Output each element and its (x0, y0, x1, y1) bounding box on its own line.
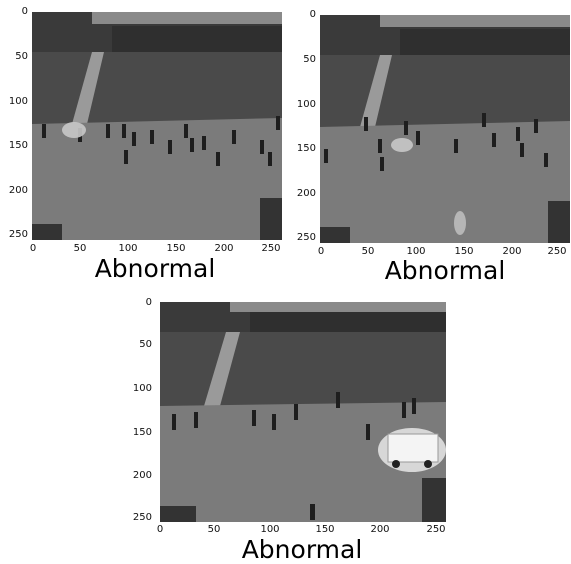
x-tick: 200 (214, 243, 234, 254)
y-tick: 150 (8, 140, 28, 151)
y-tick: 150 (296, 143, 316, 154)
x-tick: 50 (361, 246, 375, 257)
y-tick: 250 (296, 232, 316, 243)
x-tick: 150 (166, 243, 186, 254)
surveillance-frame-2 (320, 15, 570, 243)
y-tick: 100 (132, 383, 152, 394)
y-tick: 250 (8, 229, 28, 240)
x-tick: 200 (502, 246, 522, 257)
panel-caption: Abnormal (384, 256, 506, 285)
x-tick: 0 (156, 524, 164, 535)
y-tick: 50 (15, 51, 28, 62)
y-tick: 200 (296, 188, 316, 199)
x-tick: 150 (454, 246, 474, 257)
x-tick: 50 (207, 524, 221, 535)
surveillance-frame-3 (160, 302, 446, 522)
y-tick: 100 (8, 96, 28, 107)
panel-caption: Abnormal (241, 535, 363, 564)
x-tick: 100 (406, 246, 426, 257)
x-tick: 50 (73, 243, 87, 254)
y-tick: 0 (145, 297, 152, 308)
y-tick: 0 (21, 6, 28, 17)
x-tick: 200 (370, 524, 390, 535)
x-tick: 0 (317, 246, 325, 257)
y-tick: 250 (132, 512, 152, 523)
x-tick: 250 (261, 243, 281, 254)
y-tick: 150 (132, 427, 152, 438)
x-tick: 150 (315, 524, 335, 535)
y-tick: 200 (132, 470, 152, 481)
x-tick: 100 (260, 524, 280, 535)
panel-caption: Abnormal (94, 254, 216, 283)
y-tick: 0 (309, 9, 316, 20)
x-tick: 100 (118, 243, 138, 254)
y-tick: 50 (303, 54, 316, 65)
x-tick: 0 (29, 243, 37, 254)
y-tick: 50 (139, 339, 152, 350)
x-tick: 250 (426, 524, 446, 535)
surveillance-frame-1 (32, 12, 282, 240)
y-tick: 100 (296, 99, 316, 110)
y-tick: 200 (8, 185, 28, 196)
x-tick: 250 (547, 246, 567, 257)
